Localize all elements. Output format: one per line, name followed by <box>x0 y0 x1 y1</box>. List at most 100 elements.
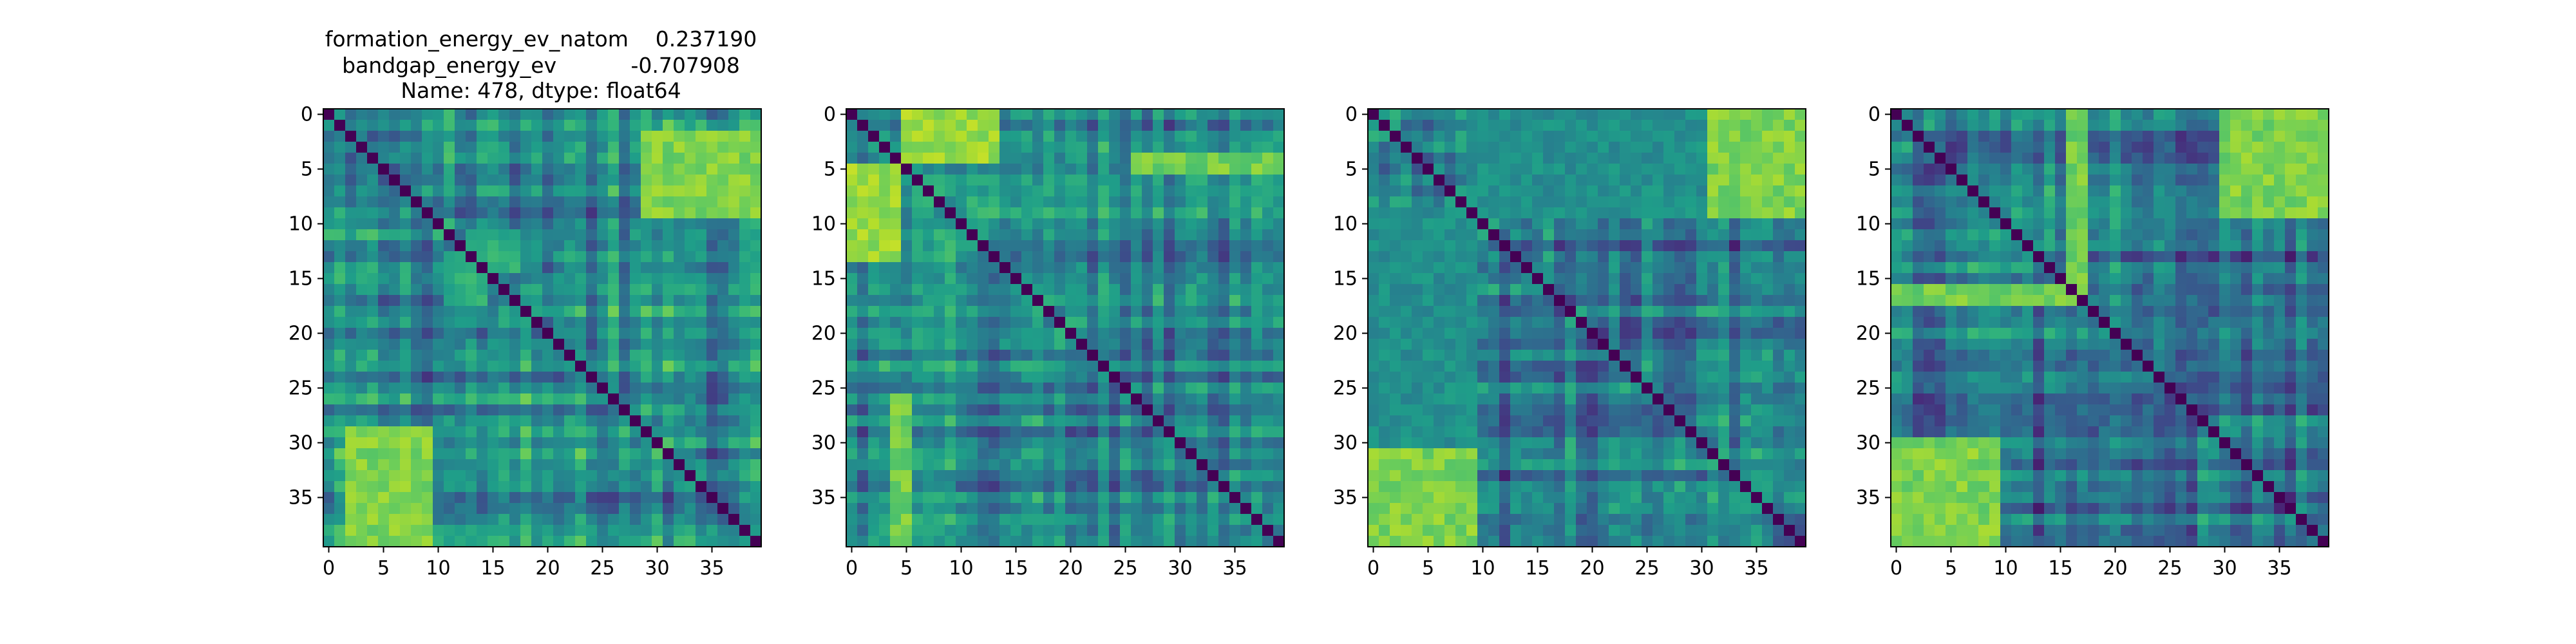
heatmap-cell <box>1142 339 1153 350</box>
heatmap-cell <box>1208 426 1219 438</box>
heatmap-cell <box>901 328 913 339</box>
heatmap-cell <box>1587 142 1598 153</box>
heatmap-cell <box>542 470 554 482</box>
heatmap-cell <box>1153 229 1164 241</box>
heatmap-cell <box>1674 295 1686 307</box>
heatmap-cell <box>846 426 858 438</box>
heatmap-cell <box>1631 328 1642 339</box>
heatmap-cell <box>857 295 869 307</box>
heatmap-cell <box>652 284 663 296</box>
heatmap-cell <box>685 164 696 175</box>
heatmap-cell <box>1663 295 1675 307</box>
heatmap-cell <box>1390 426 1401 438</box>
heatmap-cell <box>1240 459 1252 471</box>
heatmap-cell <box>1379 295 1390 307</box>
heatmap-cell <box>411 383 422 394</box>
heatmap-cell <box>378 273 390 285</box>
heatmap-cell <box>1032 164 1044 175</box>
heatmap-cell <box>356 361 368 372</box>
heatmap-cell <box>1784 295 1795 307</box>
heatmap-cell <box>509 459 521 471</box>
heatmap-cell <box>1098 317 1110 328</box>
heatmap-cell <box>345 503 357 515</box>
heatmap-cell <box>1229 240 1241 252</box>
heatmap-cell <box>575 350 587 361</box>
heatmap-cell <box>685 404 696 416</box>
heatmap-cell <box>1021 284 1033 296</box>
heatmap-cell <box>1164 120 1175 131</box>
heatmap-cell <box>1620 448 1631 460</box>
heatmap-cell <box>1653 164 1664 175</box>
heatmap-cell <box>1240 284 1252 296</box>
heatmap-cell <box>890 361 902 372</box>
heatmap-cell <box>1054 525 1066 536</box>
heatmap-cell <box>1488 240 1500 252</box>
heatmap-cell <box>1120 109 1132 120</box>
heatmap-cell <box>564 317 576 328</box>
heatmap-cell <box>477 536 488 547</box>
heatmap-cell <box>1153 251 1164 263</box>
heatmap-cell <box>1729 415 1741 427</box>
heatmap-cell <box>696 514 707 526</box>
heatmap-cell <box>488 185 499 197</box>
heatmap-cell <box>1521 404 1533 416</box>
heatmap-cell <box>564 404 576 416</box>
heatmap-cell <box>444 131 455 142</box>
heatmap-cell <box>509 536 521 547</box>
heatmap-cell <box>1229 361 1241 372</box>
figure-title-line-3: Name: 478, dtype: float64 <box>401 78 681 103</box>
heatmap-cell <box>1663 426 1675 438</box>
heatmap-cell <box>2044 109 2056 120</box>
heatmap-cell <box>999 120 1011 131</box>
heatmap-cell <box>923 514 934 526</box>
heatmap-cell <box>1609 120 1620 131</box>
heatmap-cell <box>1543 404 1555 416</box>
heatmap-cell <box>422 437 433 449</box>
heatmap-cell <box>999 251 1011 263</box>
heatmap-cell <box>323 525 335 536</box>
heatmap-cell <box>1499 153 1511 164</box>
heatmap-cell <box>1197 142 1208 153</box>
heatmap-cell <box>334 175 346 186</box>
heatmap-cell <box>531 317 543 328</box>
heatmap-cell <box>999 262 1011 274</box>
heatmap-cell <box>378 536 390 547</box>
heatmap-cell <box>1240 350 1252 361</box>
heatmap-cell <box>1379 361 1390 372</box>
heatmap-cell <box>466 372 477 383</box>
heatmap-cell <box>1043 273 1055 285</box>
heatmap-cell <box>400 448 412 460</box>
heatmap-cell <box>1740 328 1752 339</box>
heatmap-cell <box>978 251 989 263</box>
heatmap-cell <box>1718 109 1730 120</box>
heatmap-cell <box>1488 503 1500 515</box>
heatmap-cell <box>509 470 521 482</box>
heatmap-cell <box>422 393 433 405</box>
heatmap-cell <box>1065 306 1077 317</box>
heatmap-cell <box>912 229 923 241</box>
heatmap-cell <box>1153 175 1164 186</box>
heatmap-cell <box>978 218 989 230</box>
heatmap-cell <box>1434 437 1445 449</box>
heatmap-cell <box>879 229 891 241</box>
heatmap-cell <box>696 503 707 515</box>
heatmap-cell <box>890 207 902 219</box>
heatmap-cell <box>1262 426 1274 438</box>
heatmap-cell <box>1401 295 1412 307</box>
heatmap-cell <box>674 503 685 515</box>
heatmap-cell <box>1532 470 1544 482</box>
heatmap-cell <box>890 393 902 405</box>
heatmap-cell <box>1751 207 1763 219</box>
heatmap-cell <box>1098 175 1110 186</box>
heatmap-cell <box>1098 350 1110 361</box>
heatmap-cell <box>1455 262 1467 274</box>
heatmap-cell <box>1164 284 1175 296</box>
heatmap-cell <box>641 459 652 471</box>
heatmap-cell <box>1620 273 1631 285</box>
heatmap-cell <box>1032 175 1044 186</box>
heatmap-cell <box>1773 415 1785 427</box>
heatmap-cell <box>978 109 989 120</box>
heatmap-cell <box>498 350 510 361</box>
heatmap-cell <box>1076 470 1088 482</box>
heatmap-cell <box>1466 404 1478 416</box>
